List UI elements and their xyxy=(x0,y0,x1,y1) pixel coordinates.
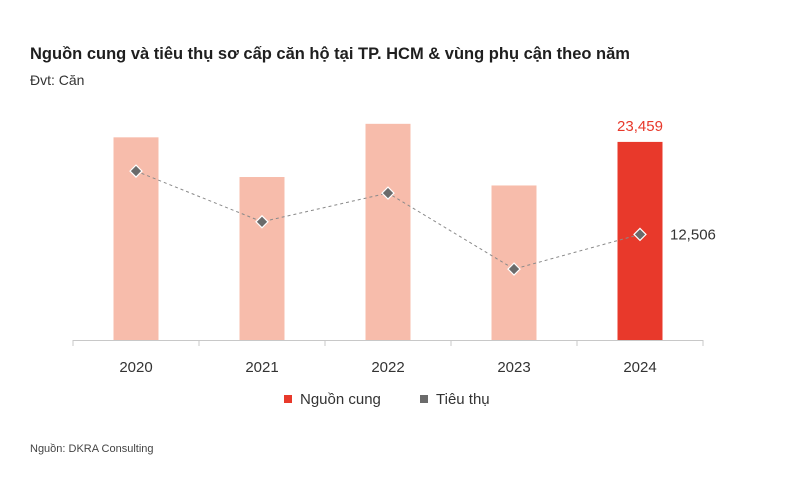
chart: 2020 2021 2022 2023 2024 23,459 12,506 Nguồn cu… xyxy=(72,118,716,408)
marker-sales-2024 xyxy=(633,227,647,242)
marker-sales-2022 xyxy=(381,186,395,200)
legend-label-sales: Tiêu thụ xyxy=(436,391,490,408)
x-tick-label-2024: 2024 xyxy=(623,359,656,376)
chart-title: Nguồn cung và tiêu thụ sơ cấp căn hộ tại… xyxy=(30,45,630,63)
legend-swatch-supply xyxy=(284,395,292,403)
bar-supply-2021 xyxy=(239,177,285,340)
marker-sales-2020 xyxy=(129,164,143,178)
x-tick-label-2020: 2020 xyxy=(119,359,152,376)
marker-sales-2021 xyxy=(255,214,269,229)
data-label-supply-2024: 23,459 xyxy=(617,118,663,135)
x-tick-label-2022: 2022 xyxy=(371,359,404,376)
x-tick-label-2021: 2021 xyxy=(245,359,278,376)
chart-source: Nguồn: DKRA Consulting xyxy=(30,443,154,455)
x-tick-label-2023: 2023 xyxy=(497,359,530,376)
marker-sales-2023 xyxy=(507,262,521,276)
legend-label-supply: Nguồn cung xyxy=(300,391,381,408)
chart-unit: Đvt: Căn xyxy=(30,72,85,88)
bar-supply-2022 xyxy=(365,123,411,340)
data-label-sales-2024: 12,506 xyxy=(670,226,716,243)
legend-swatch-sales xyxy=(420,395,428,403)
